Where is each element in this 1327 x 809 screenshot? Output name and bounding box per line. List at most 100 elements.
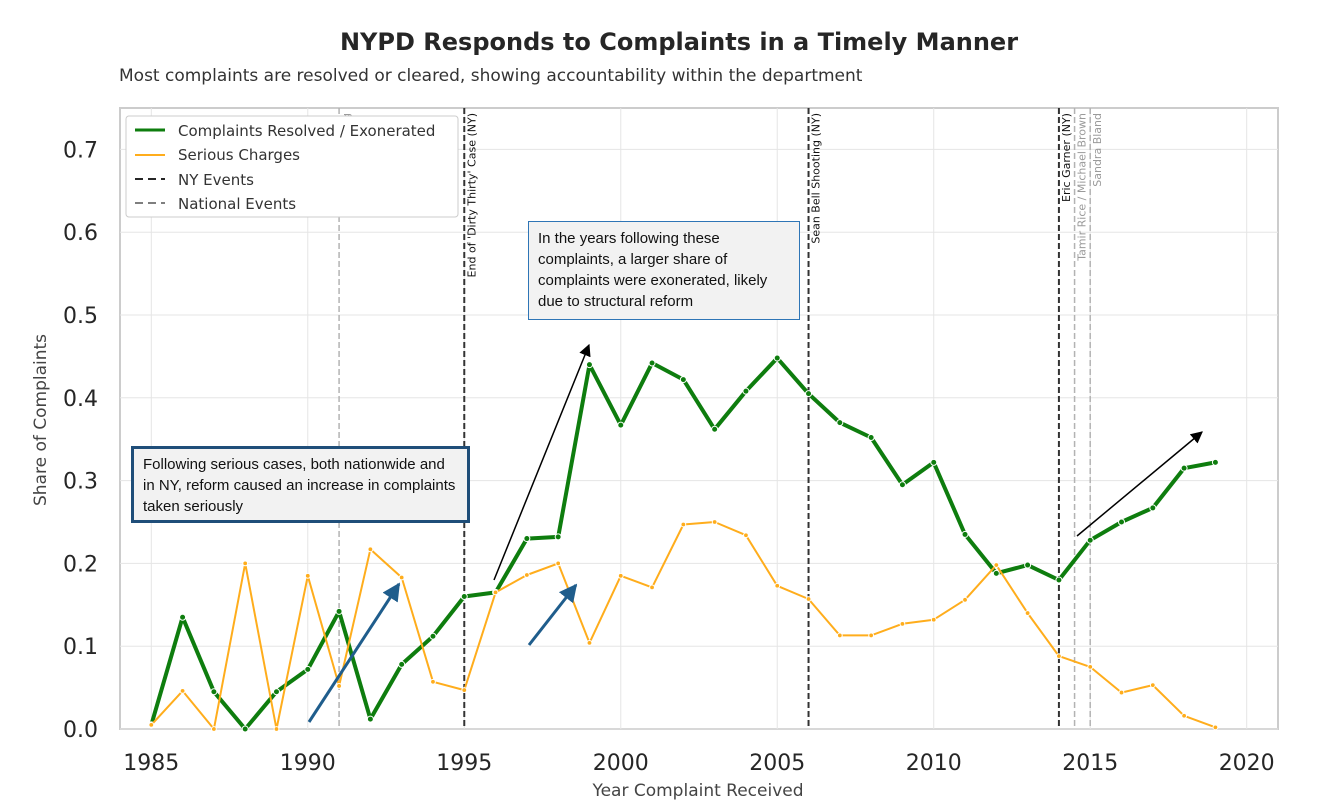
data-point <box>398 660 406 668</box>
data-point <box>1024 561 1032 569</box>
legend-label-serious: Serious Charges <box>178 146 300 164</box>
arrow-blue-2 <box>527 583 578 646</box>
data-point <box>1086 536 1094 544</box>
data-point <box>336 683 342 689</box>
event-label: Eric Garner (NY) <box>1060 113 1073 202</box>
data-point <box>148 721 155 728</box>
x-tick-label: 1995 <box>436 751 492 776</box>
data-point <box>961 530 969 538</box>
data-point <box>179 613 187 621</box>
event-label: Sean Bell Shooting (NY) <box>810 113 823 244</box>
data-point <box>679 376 687 384</box>
data-point <box>836 632 843 639</box>
data-point <box>1118 518 1126 526</box>
annotation-box-reform: Following serious cases, both nationwide… <box>131 446 470 523</box>
data-point <box>867 434 875 442</box>
y-tick-label: 0.5 <box>63 304 98 329</box>
annotation-arrows <box>307 343 1203 723</box>
event-label: Sandra Bland <box>1091 113 1104 187</box>
x-tick-label: 2005 <box>749 751 805 776</box>
x-tick-label: 2010 <box>906 751 962 776</box>
data-point <box>962 596 968 603</box>
data-point <box>585 361 593 369</box>
data-point <box>1180 464 1188 472</box>
event-label: End of 'Dirty Thirty' Case (NY) <box>465 113 478 277</box>
data-point <box>1149 682 1156 689</box>
data-point <box>1149 504 1157 512</box>
data-point <box>242 560 249 567</box>
data-point <box>930 616 937 623</box>
data-point <box>1181 712 1188 719</box>
y-tick-label: 0.4 <box>63 387 98 412</box>
data-point <box>304 572 311 579</box>
data-point <box>1087 664 1094 670</box>
data-point <box>680 521 687 528</box>
data-point <box>1055 576 1063 584</box>
x-tick-label: 1985 <box>123 751 179 776</box>
data-point <box>554 533 562 541</box>
data-point <box>774 582 781 589</box>
x-tick-label: 2000 <box>593 751 649 776</box>
data-point <box>617 421 625 429</box>
data-point <box>711 519 718 525</box>
data-point <box>1212 724 1219 731</box>
y-axis-ticks: 0.0 0.1 0.2 0.3 0.4 0.5 0.6 0.7 <box>63 138 98 743</box>
x-tick-label: 1990 <box>280 751 336 776</box>
data-point <box>555 560 562 567</box>
data-point <box>868 632 875 639</box>
x-axis-ticks: 1985 1990 1995 2000 2005 2010 2015 2020 <box>123 751 1274 776</box>
x-tick-label: 2020 <box>1219 751 1275 776</box>
x-axis-label: Year Complaint Received <box>591 781 803 801</box>
data-point <box>1024 610 1031 616</box>
data-point <box>992 569 1000 577</box>
y-tick-label: 0.1 <box>63 635 98 660</box>
data-point <box>1211 458 1219 466</box>
data-point <box>805 390 813 398</box>
data-point <box>648 359 656 367</box>
data-point <box>272 688 280 696</box>
data-point <box>805 596 812 602</box>
data-point <box>273 726 280 732</box>
chart-title: NYPD Responds to Complaints in a Timely … <box>340 28 1018 56</box>
y-tick-label: 0.2 <box>63 552 98 577</box>
data-point <box>1056 653 1062 660</box>
legend-box <box>125 115 459 218</box>
data-point <box>461 687 468 693</box>
legend-label-resolved: Complaints Resolved / Exonerated <box>178 122 435 140</box>
annotation-box-exonerated: In the years following these complaints,… <box>528 221 800 320</box>
data-point <box>993 562 1000 568</box>
data-point <box>429 632 437 640</box>
y-tick-label: 0.6 <box>63 221 98 246</box>
arrow-blue-1 <box>307 582 401 723</box>
data-point <box>367 546 374 553</box>
y-axis-label: Share of Complaints <box>31 334 51 506</box>
data-point <box>210 688 218 696</box>
y-tick-label: 0.0 <box>63 718 98 743</box>
data-point <box>773 354 781 362</box>
data-point <box>836 419 844 427</box>
legend: Complaints Resolved / Exonerated Serious… <box>125 115 459 218</box>
y-tick-label: 0.7 <box>63 138 98 163</box>
data-point <box>649 584 655 591</box>
legend-label-national-events: National Events <box>178 195 296 213</box>
data-point <box>366 715 374 723</box>
data-point <box>398 574 405 581</box>
y-tick-label: 0.3 <box>63 470 98 495</box>
data-point <box>586 639 593 646</box>
data-point <box>430 678 436 685</box>
arrow-black-2 <box>1076 431 1203 537</box>
data-point <box>743 532 749 539</box>
data-point <box>492 589 499 596</box>
data-point <box>523 572 530 578</box>
data-point <box>241 725 249 733</box>
data-point <box>930 458 938 466</box>
data-point <box>210 726 217 732</box>
data-point <box>460 593 468 601</box>
series-lines <box>147 354 1219 733</box>
arrow-black-1 <box>493 343 591 581</box>
chart-subtitle: Most complaints are resolved or cleared,… <box>119 66 863 86</box>
legend-label-ny-events: NY Events <box>178 171 254 189</box>
data-point <box>898 481 906 489</box>
data-point <box>304 665 312 673</box>
